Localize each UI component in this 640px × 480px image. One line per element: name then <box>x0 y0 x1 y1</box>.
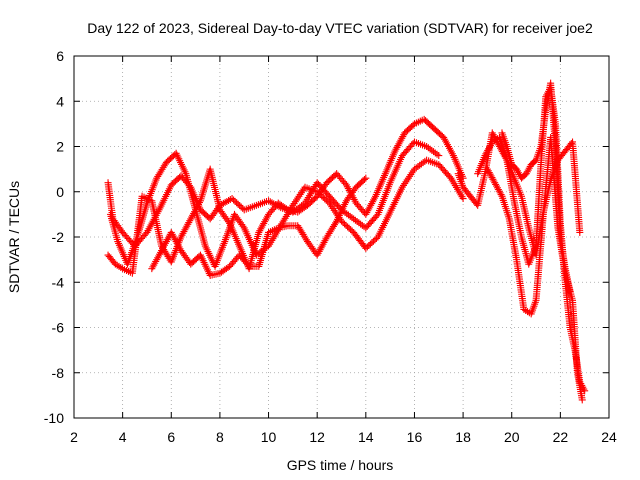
x-tick-label: 6 <box>167 429 175 445</box>
x-tick-label: 14 <box>358 429 374 445</box>
y-tick-label: -10 <box>44 410 64 426</box>
x-tick-label: 22 <box>553 429 569 445</box>
data-point <box>294 222 302 230</box>
y-tick-label: 0 <box>56 184 64 200</box>
data-point-interp <box>433 150 441 158</box>
data-point-interp <box>159 164 167 172</box>
series-track-8 <box>498 79 574 295</box>
x-tick-label: 2 <box>70 429 78 445</box>
y-tick-label: 4 <box>56 93 64 109</box>
data-point-interp <box>326 228 334 236</box>
series-track-4 <box>148 174 370 279</box>
y-tick-label: -6 <box>52 320 65 336</box>
data-point-interp <box>497 191 505 199</box>
y-tick-label: -4 <box>52 274 65 290</box>
data-point-interp <box>297 227 305 235</box>
chart-title: Day 122 of 2023, Sidereal Day-to-day VTE… <box>87 20 593 36</box>
data-point-interp <box>296 225 304 233</box>
data-layer <box>104 79 589 404</box>
data-point-interp <box>157 167 165 175</box>
data-point-interp <box>160 162 168 170</box>
data-point-interp <box>301 234 309 242</box>
data-point-interp <box>244 261 252 269</box>
y-axis-label: SDTVAR / TECUs <box>6 181 22 293</box>
x-tick-label: 24 <box>601 429 617 445</box>
x-tick-label: 12 <box>309 429 325 445</box>
data-point <box>435 152 443 160</box>
data-point-interp <box>329 222 337 230</box>
data-point-interp <box>224 218 232 226</box>
y-tick-label: 2 <box>56 139 64 155</box>
y-tick-label: -8 <box>52 365 65 381</box>
y-tick-label: 6 <box>56 48 64 64</box>
data-point-interp <box>324 231 332 239</box>
series-track-7 <box>483 133 586 404</box>
x-tick-label: 18 <box>455 429 471 445</box>
data-point <box>362 174 370 182</box>
data-point-interp <box>299 230 307 238</box>
data-point-interp <box>154 172 162 180</box>
data-point <box>323 233 331 241</box>
series-track-1 <box>104 138 443 250</box>
data-point-interp <box>327 226 335 234</box>
x-tick-label: 4 <box>119 429 127 445</box>
data-point-interp <box>163 251 171 259</box>
y-tick-label: -2 <box>52 229 65 245</box>
data-point <box>581 387 589 395</box>
data-point-interp <box>360 175 368 183</box>
data-point-interp <box>330 221 338 229</box>
data-point-interp <box>298 229 306 237</box>
data-point-interp <box>156 169 164 177</box>
x-tick-label: 10 <box>261 429 277 445</box>
x-tick-label: 16 <box>407 429 423 445</box>
data-point-interp <box>162 249 170 257</box>
data-point <box>566 287 574 295</box>
data-point <box>153 174 161 182</box>
data-point <box>459 195 467 203</box>
data-point-interp <box>332 219 340 227</box>
data-point-interp <box>239 222 247 230</box>
series-track-2 <box>106 149 467 270</box>
grid <box>74 56 609 418</box>
data-point-interp <box>295 223 303 231</box>
x-axis-label: GPS time / hours <box>287 457 394 473</box>
x-tick-label: 20 <box>504 429 520 445</box>
x-tick-label: 8 <box>216 429 224 445</box>
data-point-interp <box>300 232 308 240</box>
data-point <box>576 228 584 236</box>
data-point <box>578 396 586 404</box>
data-point-interp <box>155 171 163 179</box>
data-point-interp <box>328 224 336 232</box>
data-point-interp <box>325 229 333 237</box>
data-point-interp <box>282 205 290 213</box>
data-point-interp <box>158 165 166 173</box>
